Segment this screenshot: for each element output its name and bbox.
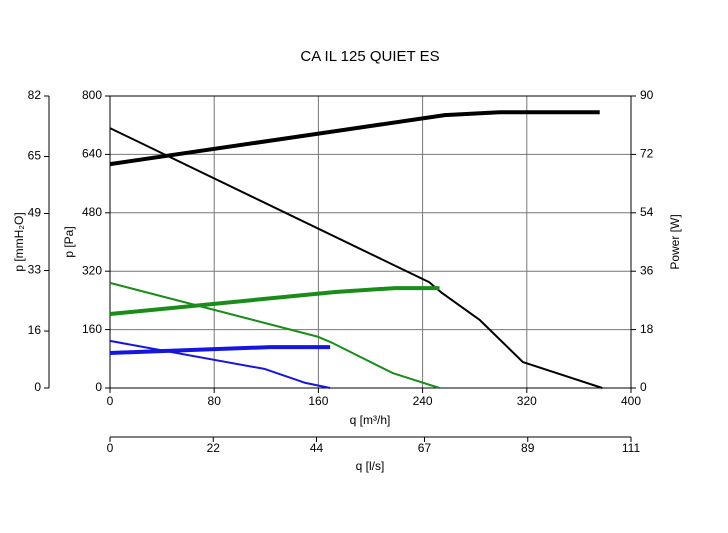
y2-tick-label: 0 <box>640 380 647 394</box>
x2-axis-title: q [l/s] <box>356 459 385 473</box>
y3-tick-label: 49 <box>28 206 42 220</box>
y3-axis-title: p [mmH₂O] <box>12 212 26 271</box>
x2-tick-label: 89 <box>521 441 535 455</box>
x2-tick-label: 22 <box>207 441 221 455</box>
y-tick-label: 640 <box>82 147 102 161</box>
x2-tick-label: 111 <box>622 441 641 455</box>
x-tick-label: 240 <box>413 394 433 408</box>
curve <box>109 127 603 389</box>
x-tick-label: 320 <box>517 394 537 408</box>
y-tick-label: 160 <box>82 322 102 336</box>
x2-tick-label: 44 <box>310 441 324 455</box>
y2-tick-label: 54 <box>640 205 654 219</box>
curve <box>109 339 331 389</box>
x2-tick-label: 0 <box>107 441 114 455</box>
y3-tick-label: 16 <box>28 323 42 337</box>
y2-tick-label: 36 <box>640 263 654 277</box>
y-tick-label: 800 <box>82 88 102 102</box>
plot-frame <box>109 95 632 389</box>
x-tick-label: 0 <box>107 394 114 408</box>
y3-tick-label: 33 <box>28 263 42 277</box>
y3-tick-label: 82 <box>28 88 42 102</box>
x-tick-label: 80 <box>208 394 222 408</box>
y-axis-title: p [Pa] <box>62 226 76 257</box>
x-tick-label: 160 <box>308 394 328 408</box>
curve <box>109 286 440 317</box>
curve <box>109 345 331 355</box>
y2-tick-label: 72 <box>640 147 654 161</box>
y2-axis-title: Power [W] <box>668 214 682 269</box>
y-tick-label: 320 <box>82 263 102 277</box>
y3-tick-label: 65 <box>28 149 42 163</box>
x-tick-label: 400 <box>621 394 641 408</box>
y2-tick-label: 90 <box>640 88 654 102</box>
y2-tick-label: 18 <box>640 322 654 336</box>
y-tick-label: 0 <box>95 380 102 394</box>
y3-tick-label: 0 <box>34 380 41 394</box>
chart-title: CA IL 125 QUIET ES <box>300 48 439 65</box>
curve <box>109 110 600 167</box>
curve <box>109 281 440 389</box>
y-tick-label: 480 <box>82 205 102 219</box>
x2-tick-label: 67 <box>418 441 432 455</box>
x-axis-title: q [m³/h] <box>350 413 391 427</box>
